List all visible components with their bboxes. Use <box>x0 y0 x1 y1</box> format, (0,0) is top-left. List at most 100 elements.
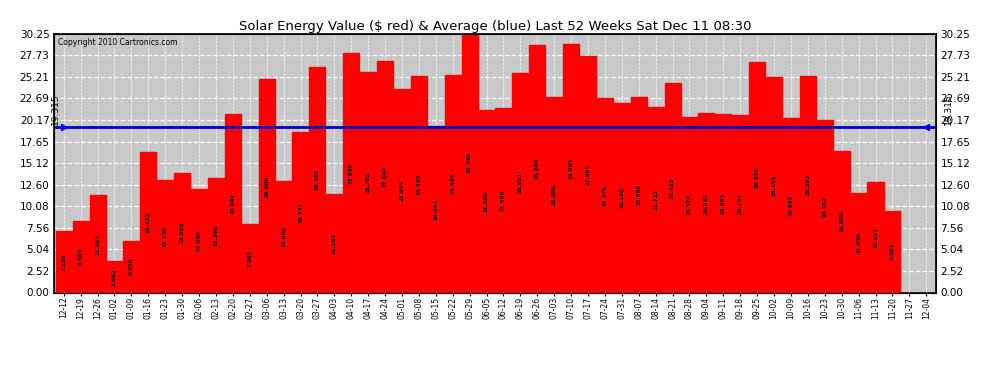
Text: 23.844: 23.844 <box>400 180 405 201</box>
Text: 25.651: 25.651 <box>518 172 523 194</box>
Bar <box>89 195 106 292</box>
Text: 20.841: 20.841 <box>231 193 236 214</box>
Bar <box>310 67 326 292</box>
Bar <box>107 261 123 292</box>
Text: 13.130: 13.130 <box>162 226 167 247</box>
Bar <box>884 210 901 292</box>
Bar <box>563 44 579 292</box>
Bar <box>55 231 72 292</box>
Bar <box>513 73 529 292</box>
Text: 22.180: 22.180 <box>620 187 625 208</box>
Bar <box>360 72 376 292</box>
Text: 20.449: 20.449 <box>788 194 793 216</box>
Text: 13.390: 13.390 <box>214 225 219 246</box>
Text: 21.713: 21.713 <box>653 189 658 210</box>
Text: 27.084: 27.084 <box>382 166 387 187</box>
Bar <box>800 76 816 292</box>
Text: 20.528: 20.528 <box>687 194 692 215</box>
Text: 21.560: 21.560 <box>501 190 506 211</box>
Bar <box>681 117 698 292</box>
Text: 11.639: 11.639 <box>856 232 861 254</box>
Text: 6.030: 6.030 <box>129 258 134 275</box>
Text: 12.927: 12.927 <box>873 226 878 248</box>
Bar <box>428 126 444 292</box>
Text: 3.662: 3.662 <box>112 268 117 286</box>
Text: 25.343: 25.343 <box>417 173 422 195</box>
Text: 27.594: 27.594 <box>585 164 590 185</box>
Bar <box>242 224 257 292</box>
Bar <box>275 181 292 292</box>
Text: 24.906: 24.906 <box>264 176 269 196</box>
Text: 18.771: 18.771 <box>298 202 303 223</box>
Bar <box>597 98 613 292</box>
Text: 11.364: 11.364 <box>95 233 100 255</box>
Bar <box>157 180 173 292</box>
Text: 16.433: 16.433 <box>146 211 150 233</box>
Text: 22.858: 22.858 <box>637 184 642 206</box>
Bar <box>834 151 849 292</box>
Bar <box>377 61 393 292</box>
Bar <box>580 57 596 292</box>
Text: 9.581: 9.581 <box>890 243 895 260</box>
Bar <box>258 80 274 292</box>
Bar <box>664 84 680 292</box>
Bar <box>749 62 765 292</box>
Bar <box>647 107 663 292</box>
Text: 26.367: 26.367 <box>315 169 320 190</box>
Text: 7.189: 7.189 <box>61 253 66 270</box>
Bar <box>530 45 545 292</box>
Text: 12.080: 12.080 <box>197 230 202 251</box>
Text: 8.383: 8.383 <box>78 248 83 266</box>
Bar <box>850 193 866 292</box>
Text: 25.443: 25.443 <box>450 173 455 194</box>
Bar <box>344 54 359 292</box>
Bar <box>445 75 460 292</box>
Text: 22.779: 22.779 <box>603 184 608 206</box>
Bar <box>766 77 782 292</box>
Bar <box>733 115 748 292</box>
Bar <box>141 152 156 292</box>
Bar <box>327 194 343 292</box>
Text: 11.563: 11.563 <box>332 232 337 254</box>
Text: 25.293: 25.293 <box>806 174 811 195</box>
Bar <box>867 182 883 292</box>
Text: 20.941: 20.941 <box>704 192 709 213</box>
Bar <box>631 97 646 292</box>
Text: 29.005: 29.005 <box>568 158 573 179</box>
Bar <box>478 110 495 292</box>
Bar <box>394 88 410 292</box>
Bar <box>461 33 477 292</box>
Bar <box>698 113 715 292</box>
Text: 20.187: 20.187 <box>823 196 828 217</box>
Bar <box>292 132 309 292</box>
Text: 21.300: 21.300 <box>484 191 489 212</box>
Bar <box>225 114 241 292</box>
Text: 13.006: 13.006 <box>281 226 286 248</box>
Bar <box>495 108 512 292</box>
Text: 27.942: 27.942 <box>348 162 353 184</box>
Text: 28.900: 28.900 <box>535 158 540 180</box>
Bar <box>817 120 833 292</box>
Bar <box>174 173 190 292</box>
Bar <box>191 189 207 292</box>
Text: 16.590: 16.590 <box>840 211 844 232</box>
Text: 13.965: 13.965 <box>179 222 184 243</box>
Text: 25.782: 25.782 <box>365 172 370 193</box>
Bar <box>411 76 427 292</box>
Text: 30.349: 30.349 <box>467 152 472 173</box>
Text: 19.315: 19.315 <box>50 93 59 125</box>
Bar <box>715 114 732 292</box>
Bar <box>783 118 799 292</box>
Bar <box>614 103 630 292</box>
Text: Copyright 2010 Cartronics.com: Copyright 2010 Cartronics.com <box>58 38 177 46</box>
Text: 24.435: 24.435 <box>670 177 675 199</box>
Text: 20.744: 20.744 <box>738 193 742 214</box>
Text: 22.860: 22.860 <box>551 184 556 205</box>
Bar <box>124 241 140 292</box>
Bar <box>208 178 224 292</box>
Title: Solar Energy Value ($ red) & Average (blue) Last 52 Weeks Sat Dec 11 08:30: Solar Energy Value ($ red) & Average (bl… <box>239 20 751 33</box>
Text: 7.995: 7.995 <box>248 249 252 267</box>
Text: 20.835: 20.835 <box>721 193 726 214</box>
Text: 19.441: 19.441 <box>434 199 439 220</box>
Text: 19.315: 19.315 <box>943 93 952 125</box>
